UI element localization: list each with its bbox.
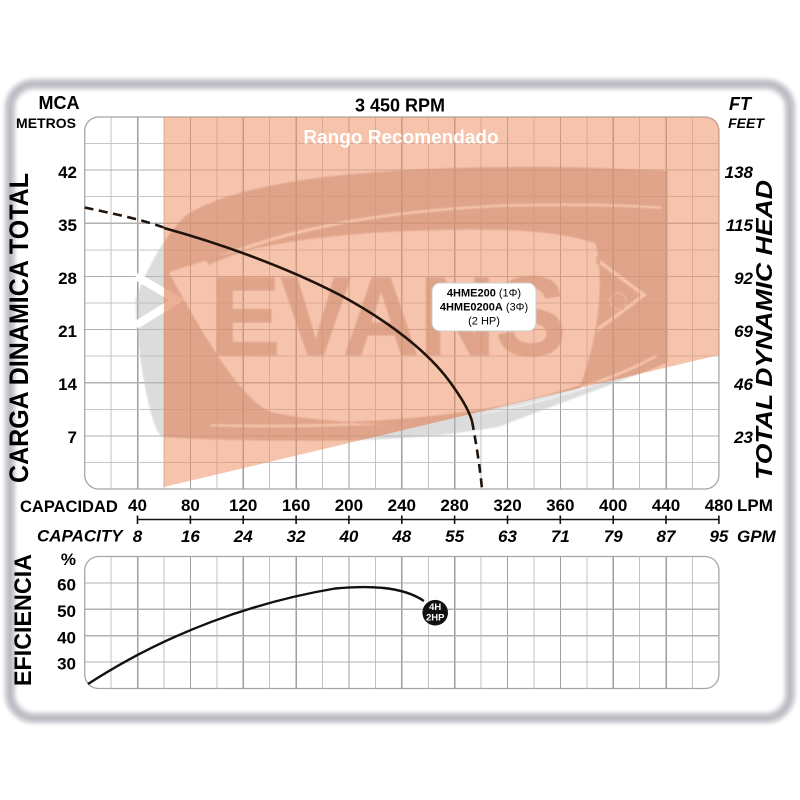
svg-text:71: 71 [551,527,570,546]
svg-text:48: 48 [391,527,411,546]
svg-text:42: 42 [58,163,77,182]
svg-text:79: 79 [604,527,623,546]
svg-text:MCA: MCA [39,93,80,113]
svg-text:8: 8 [133,527,143,546]
svg-text:240: 240 [388,496,416,515]
svg-text:GPM: GPM [737,527,777,546]
svg-text:28: 28 [58,269,77,288]
svg-text:4H: 4H [429,602,441,613]
svg-text:69: 69 [734,322,753,341]
svg-text:4HME200 (1Φ): 4HME200 (1Φ) [447,288,521,300]
svg-text:(2 HP): (2 HP) [468,316,500,328]
svg-text:TOTAL DYNAMIC HEAD: TOTAL DYNAMIC HEAD [751,180,777,480]
svg-text:138: 138 [725,163,754,182]
svg-text:480: 480 [705,496,733,515]
svg-text:92: 92 [734,269,753,288]
svg-text:3 450 RPM: 3 450 RPM [355,96,445,116]
svg-text:280: 280 [440,496,468,515]
svg-text:40: 40 [57,628,76,647]
svg-text:80: 80 [181,496,200,515]
svg-text:320: 320 [493,496,521,515]
svg-text:2HP: 2HP [426,613,445,624]
svg-text:200: 200 [335,496,363,515]
svg-text:50: 50 [57,602,76,621]
svg-text:METROS: METROS [16,115,76,131]
svg-text:CAPACIDAD: CAPACIDAD [20,498,118,516]
svg-text:Rango Recomendado: Rango Recomendado [303,128,498,149]
svg-text:24: 24 [233,527,253,546]
svg-text:21: 21 [58,322,77,341]
svg-text:LPM: LPM [737,496,773,515]
svg-text:115: 115 [726,216,754,235]
svg-text:23: 23 [733,428,753,447]
svg-text:14: 14 [58,375,77,394]
svg-text:4HME0200A (3Φ): 4HME0200A (3Φ) [440,302,528,314]
svg-text:CARGA DINAMICA TOTAL: CARGA DINAMICA TOTAL [4,173,34,483]
svg-text:CAPACITY: CAPACITY [37,527,124,546]
svg-text:60: 60 [57,576,76,595]
svg-text:16: 16 [181,527,200,546]
svg-text:FEET: FEET [728,115,765,131]
svg-text:30: 30 [57,655,76,674]
svg-text:95: 95 [709,527,728,546]
svg-text:32: 32 [287,527,306,546]
svg-text:40: 40 [338,527,358,546]
svg-text:120: 120 [229,496,257,515]
svg-text:40: 40 [128,496,147,515]
svg-text:440: 440 [652,496,680,515]
svg-text:35: 35 [58,216,77,235]
svg-text:360: 360 [546,496,574,515]
svg-text:7: 7 [68,428,77,447]
svg-text:63: 63 [498,527,517,546]
svg-text:EFICIENCIA: EFICIENCIA [10,554,37,686]
svg-text:400: 400 [599,496,627,515]
svg-text:FT: FT [729,94,753,114]
svg-text:160: 160 [282,496,310,515]
svg-text:87: 87 [657,527,677,546]
svg-text:55: 55 [445,527,464,546]
svg-text:%: % [61,550,76,569]
svg-text:46: 46 [733,375,753,394]
